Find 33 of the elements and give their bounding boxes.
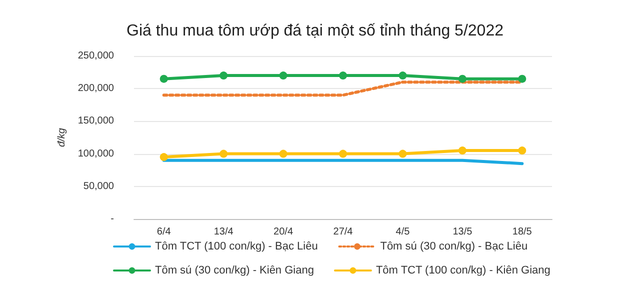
x-tick-label: 4/5 <box>396 226 410 238</box>
x-tick-label: 13/4 <box>214 226 234 238</box>
point <box>518 74 526 83</box>
point <box>458 146 466 155</box>
y-tick-label: 150,000 <box>78 116 114 127</box>
y-tick-label: 50,000 <box>83 180 114 192</box>
point <box>458 74 466 83</box>
legend-label: Tôm TCT (100 con/kg) - Kiên Giang <box>376 264 550 276</box>
chart-title: Giá thu mua tôm ướp đá tại một số tỉnh tháng 5/2022 <box>126 22 504 40</box>
y-tick-label: - <box>110 214 114 224</box>
y-tick-label: 250,000 <box>78 50 114 62</box>
point <box>160 74 168 83</box>
point <box>339 150 347 158</box>
x-tick-label: 18/5 <box>512 226 532 238</box>
point <box>160 153 168 162</box>
point <box>398 72 407 80</box>
point <box>279 150 288 158</box>
y-tick-label: 200,000 <box>78 83 114 94</box>
legend-label: Tôm TCT (100 con/kg) - Bạc Liêu <box>155 240 318 252</box>
legend-label: Tôm sú (30 con/kg) - Bạc Liêu <box>380 240 528 252</box>
x-tick-label: 13/5 <box>452 226 473 238</box>
point <box>220 72 228 80</box>
point <box>398 150 407 158</box>
x-tick-label: 27/4 <box>333 226 354 238</box>
y-axis-title: đ/kg <box>56 128 68 147</box>
point <box>279 72 288 80</box>
point <box>518 146 526 155</box>
point <box>339 72 347 80</box>
x-tick-label: 20/4 <box>274 226 294 238</box>
x-tick-label: 6/4 <box>156 226 172 238</box>
point <box>220 150 228 158</box>
y-tick-label: 100,000 <box>78 148 114 160</box>
legend-label: Tôm sú (30 con/kg) - Kiên Giang <box>155 264 314 276</box>
